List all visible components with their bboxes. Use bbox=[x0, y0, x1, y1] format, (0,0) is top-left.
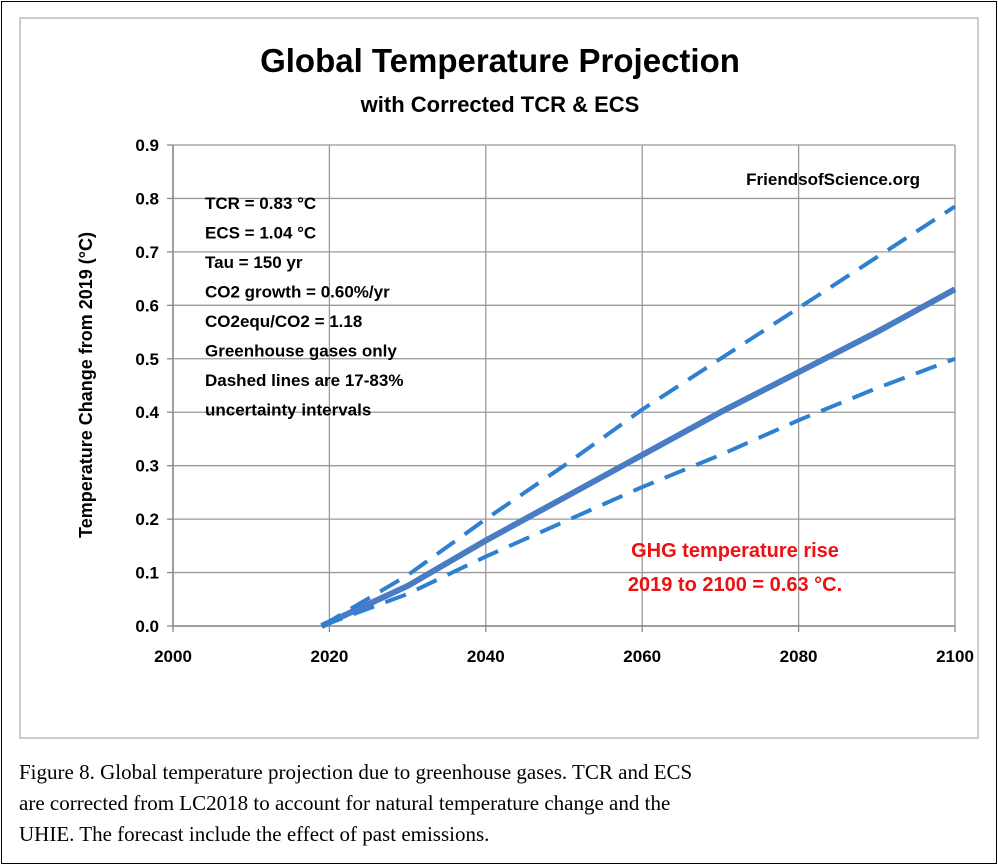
result-note: 2019 to 2100 = 0.63 °C. bbox=[628, 574, 842, 596]
chart: Global Temperature Projection with Corre… bbox=[19, 17, 979, 739]
caption: Figure 8. Global temperature projection … bbox=[19, 757, 692, 850]
parameter-note: CO2 growth = 0.60%/yr bbox=[205, 283, 390, 302]
source-note: FriendsofScience.org bbox=[746, 170, 920, 189]
x-tick-label: 2080 bbox=[780, 647, 818, 666]
y-tick-label: 0.1 bbox=[135, 564, 159, 583]
caption-line: are corrected from LC2018 to account for… bbox=[19, 791, 671, 815]
parameter-note: Greenhouse gases only bbox=[205, 342, 397, 361]
y-tick-label: 0.0 bbox=[135, 617, 159, 636]
y-tick-label: 0.9 bbox=[135, 136, 159, 155]
y-tick-label: 0.3 bbox=[135, 457, 159, 476]
x-tick-label: 2000 bbox=[154, 647, 192, 666]
line bbox=[320, 286, 957, 629]
parameter-note: Dashed lines are 17-83% bbox=[205, 371, 403, 390]
parameter-note: uncertainty intervals bbox=[205, 401, 371, 420]
x-tick-label: 2060 bbox=[623, 647, 661, 666]
y-tick-label: 0.5 bbox=[135, 350, 159, 369]
chart-box bbox=[19, 17, 979, 739]
dashed-line bbox=[320, 204, 957, 628]
x-tick-label: 2040 bbox=[467, 647, 505, 666]
dashed-line bbox=[320, 356, 956, 628]
y-tick-label: 0.4 bbox=[135, 403, 159, 422]
result-note: GHG temperature rise bbox=[631, 540, 839, 562]
y-tick-label: 0.7 bbox=[135, 243, 159, 262]
caption-line: Figure 8. Global temperature projection … bbox=[19, 760, 693, 784]
y-tick-label: 0.8 bbox=[135, 189, 159, 208]
parameter-note: CO2equ/CO2 = 1.18 bbox=[205, 312, 362, 331]
caption-line: UHIE. The forecast include the effect of… bbox=[19, 822, 490, 846]
chart-subtitle: with Corrected TCR & ECS bbox=[360, 92, 640, 117]
x-tick-label: 2100 bbox=[936, 647, 974, 666]
parameter-note: TCR = 0.83 °C bbox=[205, 194, 316, 213]
y-axis-label: Temperature Change from 2019 (°C) bbox=[76, 232, 96, 538]
parameter-note: ECS = 1.04 °C bbox=[205, 224, 316, 243]
x-tick-label: 2020 bbox=[310, 647, 348, 666]
parameter-note: Tau = 150 yr bbox=[205, 253, 303, 272]
y-tick-label: 0.6 bbox=[135, 296, 159, 315]
chart-title: Global Temperature Projection bbox=[260, 42, 740, 79]
y-tick-label: 0.2 bbox=[135, 510, 159, 529]
